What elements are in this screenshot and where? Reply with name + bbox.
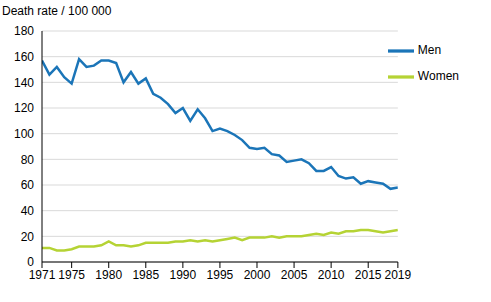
svg-text:40: 40 <box>21 204 35 218</box>
svg-text:1995: 1995 <box>207 268 234 282</box>
svg-text:80: 80 <box>21 153 35 167</box>
svg-text:1990: 1990 <box>170 268 197 282</box>
svg-text:120: 120 <box>14 101 34 115</box>
svg-text:0: 0 <box>27 255 34 269</box>
svg-text:140: 140 <box>14 76 34 90</box>
svg-text:2000: 2000 <box>244 268 271 282</box>
svg-text:2010: 2010 <box>318 268 345 282</box>
svg-text:2015: 2015 <box>355 268 382 282</box>
svg-text:2019: 2019 <box>385 268 412 282</box>
html-text:Women: Women <box>417 69 459 84</box>
svg-text:180: 180 <box>14 24 34 38</box>
svg-text:20: 20 <box>21 230 35 244</box>
svg-text:1985: 1985 <box>132 268 159 282</box>
svg-text:2005: 2005 <box>281 268 308 282</box>
svg-text:160: 160 <box>14 50 34 64</box>
svg-text:1975: 1975 <box>58 268 85 282</box>
svg-text:1971: 1971 <box>29 268 56 282</box>
svg-text:60: 60 <box>21 178 35 192</box>
html-text:Death rate / 100 000: Death rate / 100 000 <box>2 4 112 18</box>
svg-text:1980: 1980 <box>95 268 122 282</box>
svg-text:100: 100 <box>14 127 34 141</box>
html-text:Men: Men <box>417 43 442 58</box>
